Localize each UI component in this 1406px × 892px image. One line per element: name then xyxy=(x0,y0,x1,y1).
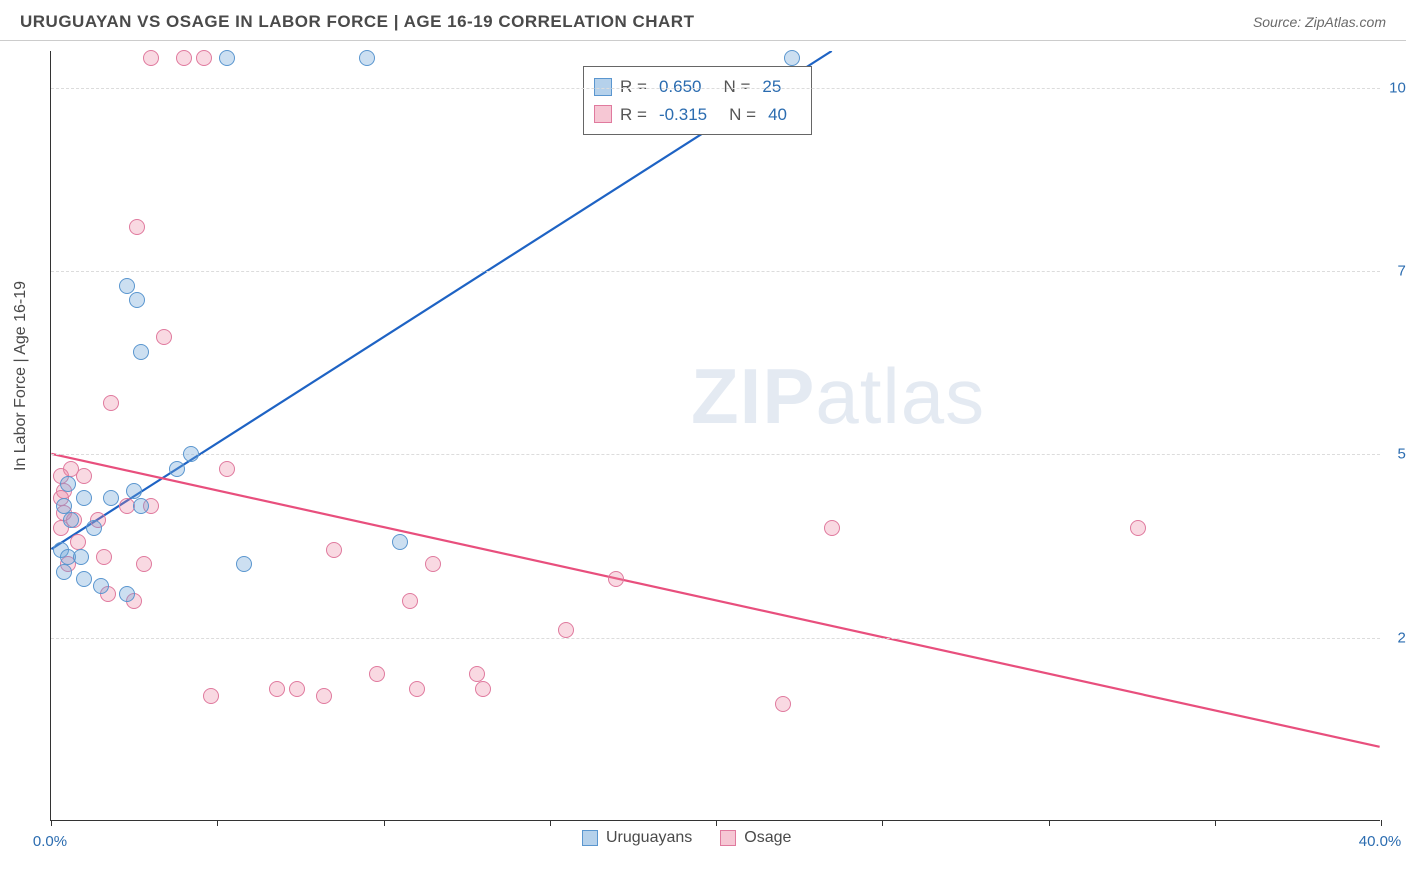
scatter-point xyxy=(56,564,72,580)
scatter-point xyxy=(316,688,332,704)
scatter-point xyxy=(775,696,791,712)
y-tick-label: 50.0% xyxy=(1385,446,1406,463)
scatter-point xyxy=(76,490,92,506)
y-tick-label: 25.0% xyxy=(1385,629,1406,646)
scatter-point xyxy=(183,446,199,462)
y-axis-label: In Labor Force | Age 16-19 xyxy=(12,281,30,471)
legend-label-uruguayans: Uruguayans xyxy=(606,829,692,847)
x-tick-mark xyxy=(1215,820,1216,826)
stats-box: R = 0.650 N = 25 R = -0.315 N = 40 xyxy=(583,66,812,134)
swatch-blue-icon xyxy=(582,830,598,846)
legend-label-osage: Osage xyxy=(744,829,791,847)
stat-r-osage: -0.315 xyxy=(659,101,707,128)
scatter-point xyxy=(269,681,285,697)
scatter-point xyxy=(93,578,109,594)
gridline-h xyxy=(51,271,1380,272)
gridline-h xyxy=(51,88,1380,89)
source-label: Source: xyxy=(1253,14,1301,30)
scatter-point xyxy=(143,50,159,66)
gridline-h xyxy=(51,638,1380,639)
scatter-point xyxy=(76,571,92,587)
swatch-pink-icon xyxy=(594,105,612,123)
scatter-point xyxy=(469,666,485,682)
scatter-point xyxy=(608,571,624,587)
scatter-point xyxy=(203,688,219,704)
scatter-point xyxy=(103,395,119,411)
x-tick-mark xyxy=(51,820,52,826)
chart-header: URUGUAYAN VS OSAGE IN LABOR FORCE | AGE … xyxy=(0,0,1406,41)
scatter-point xyxy=(133,344,149,360)
scatter-point xyxy=(129,292,145,308)
chart-area: In Labor Force | Age 16-19 ZIPatlas R = … xyxy=(0,41,1406,881)
trend-lines xyxy=(51,51,1380,820)
x-tick-mark xyxy=(550,820,551,826)
scatter-point xyxy=(289,681,305,697)
scatter-point xyxy=(392,534,408,550)
scatter-point xyxy=(156,329,172,345)
x-tick-mark xyxy=(1381,820,1382,826)
scatter-point xyxy=(129,219,145,235)
y-tick-label: 100.0% xyxy=(1385,79,1406,96)
scatter-point xyxy=(219,461,235,477)
scatter-point xyxy=(176,50,192,66)
scatter-point xyxy=(326,542,342,558)
scatter-point xyxy=(1130,520,1146,536)
scatter-point xyxy=(196,50,212,66)
scatter-point xyxy=(133,498,149,514)
x-tick-mark xyxy=(217,820,218,826)
scatter-point xyxy=(136,556,152,572)
chart-title: URUGUAYAN VS OSAGE IN LABOR FORCE | AGE … xyxy=(20,12,694,32)
watermark-rest: atlas xyxy=(815,352,985,440)
x-tick-label: 40.0% xyxy=(1359,833,1402,850)
scatter-point xyxy=(425,556,441,572)
scatter-point xyxy=(784,50,800,66)
stat-r-label: R = xyxy=(620,101,647,128)
scatter-point xyxy=(126,483,142,499)
legend: Uruguayans Osage xyxy=(582,829,791,847)
scatter-point xyxy=(558,622,574,638)
scatter-point xyxy=(73,549,89,565)
scatter-point xyxy=(76,468,92,484)
source-name: ZipAtlas.com xyxy=(1305,14,1386,30)
scatter-point xyxy=(359,50,375,66)
scatter-point xyxy=(119,586,135,602)
x-tick-mark xyxy=(716,820,717,826)
chart-source: Source: ZipAtlas.com xyxy=(1253,14,1386,30)
scatter-point xyxy=(236,556,252,572)
scatter-point xyxy=(63,512,79,528)
scatter-point xyxy=(409,681,425,697)
scatter-point xyxy=(70,534,86,550)
x-tick-mark xyxy=(882,820,883,826)
scatter-point xyxy=(824,520,840,536)
scatter-point xyxy=(402,593,418,609)
scatter-point xyxy=(219,50,235,66)
scatter-point xyxy=(369,666,385,682)
scatter-point xyxy=(103,490,119,506)
scatter-point xyxy=(119,278,135,294)
stat-n-label: N = xyxy=(729,101,756,128)
gridline-h xyxy=(51,454,1380,455)
legend-item-uruguayans: Uruguayans xyxy=(582,829,692,847)
y-tick-label: 75.0% xyxy=(1385,263,1406,280)
scatter-point xyxy=(169,461,185,477)
scatter-point xyxy=(86,520,102,536)
scatter-point xyxy=(56,498,72,514)
watermark-bold: ZIP xyxy=(691,352,815,440)
swatch-pink-icon xyxy=(720,830,736,846)
plot-region: ZIPatlas R = 0.650 N = 25 R = -0.315 N =… xyxy=(50,51,1380,821)
watermark: ZIPatlas xyxy=(691,351,985,442)
scatter-point xyxy=(60,476,76,492)
scatter-point xyxy=(475,681,491,697)
x-tick-mark xyxy=(1049,820,1050,826)
x-tick-mark xyxy=(384,820,385,826)
stat-n-osage: 40 xyxy=(768,101,787,128)
stats-row-osage: R = -0.315 N = 40 xyxy=(594,101,801,128)
legend-item-osage: Osage xyxy=(720,829,791,847)
x-tick-label: 0.0% xyxy=(33,833,67,850)
scatter-point xyxy=(96,549,112,565)
